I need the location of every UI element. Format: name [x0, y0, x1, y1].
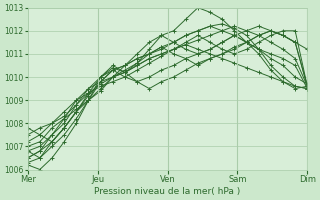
X-axis label: Pression niveau de la mer( hPa ): Pression niveau de la mer( hPa ) — [94, 187, 241, 196]
